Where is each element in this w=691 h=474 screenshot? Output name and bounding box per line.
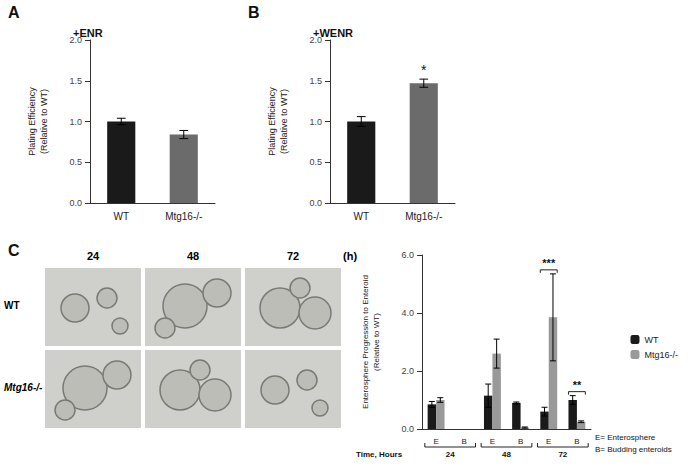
svg-text:24: 24 <box>446 450 455 459</box>
svg-text:0.0: 0.0 <box>401 424 414 434</box>
html-text:C: C <box>8 242 20 259</box>
svg-text:Mtg16-/-: Mtg16-/- <box>405 211 442 222</box>
svg-text:0.5: 0.5 <box>69 157 82 167</box>
svg-text:B: B <box>518 437 523 446</box>
svg-text:WT: WT <box>644 335 658 345</box>
svg-text:Mtg16-/-: Mtg16-/- <box>644 350 678 360</box>
svg-text:Mtg16-/-: Mtg16-/- <box>165 211 202 222</box>
svg-text:2.0: 2.0 <box>309 35 322 45</box>
html-text:Mtg16-/-: Mtg16-/- <box>4 382 43 393</box>
svg-text:Plating Efficiency: Plating Efficiency <box>267 87 277 156</box>
svg-text:Plating Efficiency: Plating Efficiency <box>27 87 37 156</box>
svg-text:+ENR: +ENR <box>73 27 103 39</box>
svg-text:1.0: 1.0 <box>69 117 82 127</box>
svg-text:1.0: 1.0 <box>309 117 322 127</box>
svg-text:WT: WT <box>353 211 369 222</box>
svg-text:2.0: 2.0 <box>401 366 414 376</box>
svg-text:WT: WT <box>113 211 129 222</box>
svg-text:Enterosphere Progression to En: Enterosphere Progression to Enteroid <box>361 275 370 409</box>
svg-text:0.0: 0.0 <box>69 198 82 208</box>
svg-text:(Relative to WT): (Relative to WT) <box>372 313 381 371</box>
svg-text:*: * <box>421 62 427 78</box>
svg-text:E: E <box>546 437 551 446</box>
svg-text:***: *** <box>542 257 556 269</box>
svg-text:B: B <box>462 437 467 446</box>
html-text:A: A <box>8 4 20 21</box>
html-text:24: 24 <box>86 250 100 262</box>
svg-text:Time, Hours: Time, Hours <box>356 450 403 459</box>
svg-text:1.5: 1.5 <box>69 76 82 86</box>
html-text:WT: WT <box>4 300 20 311</box>
html-text:B: B <box>248 4 260 21</box>
html-text:(h): (h) <box>343 250 357 262</box>
svg-text:0.0: 0.0 <box>309 198 322 208</box>
svg-text:B= Budding enteroids: B= Budding enteroids <box>595 445 672 454</box>
svg-text:2.0: 2.0 <box>69 35 82 45</box>
html-text:48: 48 <box>186 250 200 262</box>
svg-text:6.0: 6.0 <box>401 250 414 260</box>
svg-text:72: 72 <box>558 450 567 459</box>
svg-text:0.5: 0.5 <box>309 157 322 167</box>
svg-text:(Relative to WT): (Relative to WT) <box>279 89 289 154</box>
svg-text:B: B <box>574 437 579 446</box>
svg-text:E: E <box>490 437 495 446</box>
html-text:72: 72 <box>286 250 300 262</box>
svg-text:(Relative to WT): (Relative to WT) <box>39 89 49 154</box>
svg-text:E= Enterosphere: E= Enterosphere <box>595 433 656 442</box>
svg-text:**: ** <box>573 379 582 391</box>
svg-text:48: 48 <box>502 450 511 459</box>
svg-text:4.0: 4.0 <box>401 308 414 318</box>
svg-text:1.5: 1.5 <box>309 76 322 86</box>
svg-text:+WENR: +WENR <box>313 27 353 39</box>
svg-text:E: E <box>433 437 438 446</box>
